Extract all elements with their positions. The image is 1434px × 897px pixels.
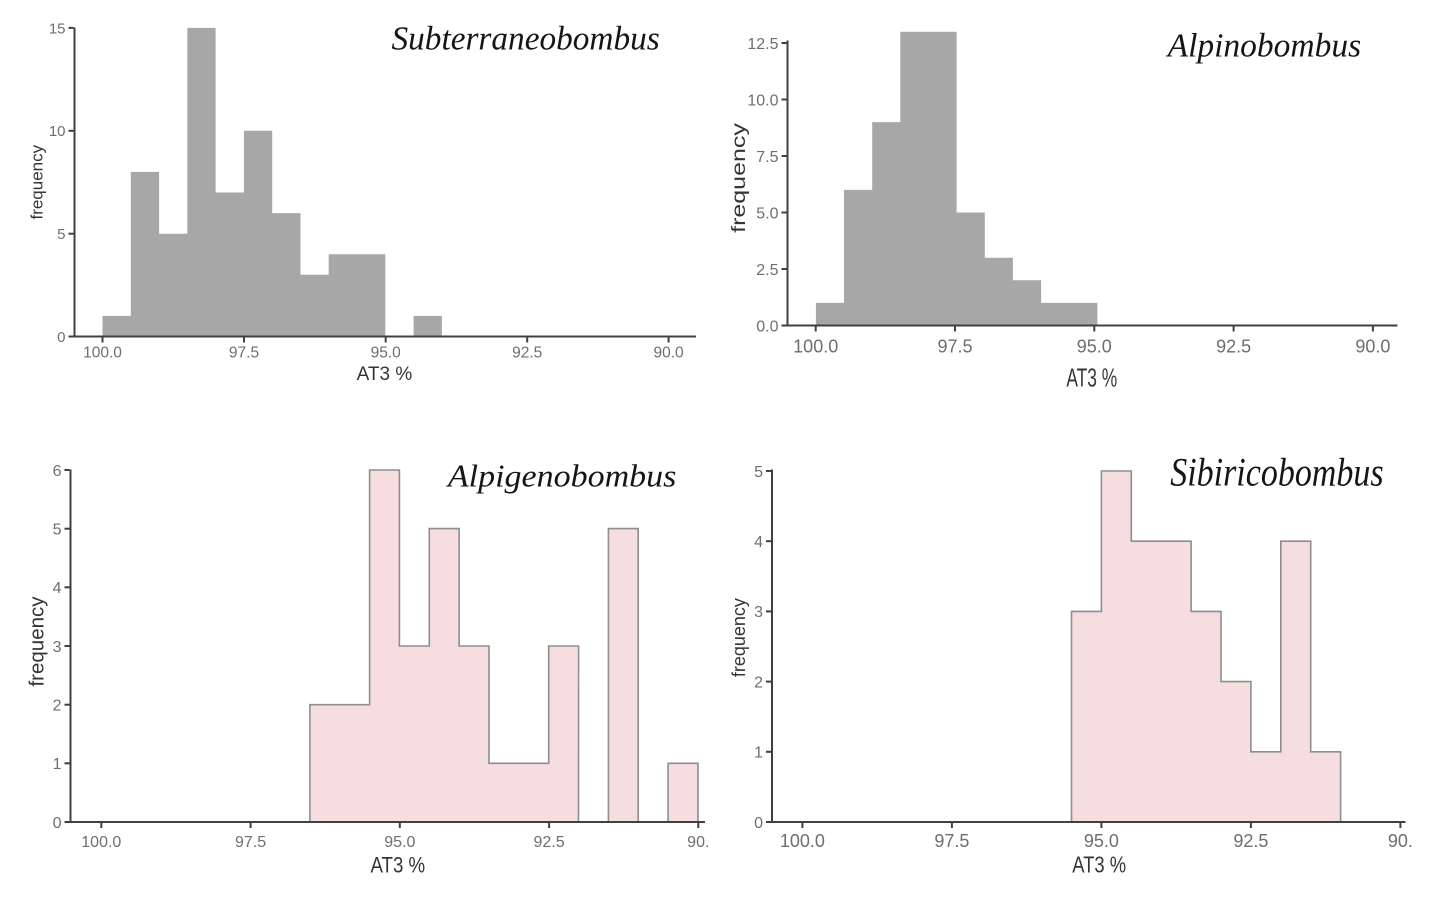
- svg-text:7.5: 7.5: [756, 149, 778, 166]
- svg-text:95.0: 95.0: [371, 345, 402, 362]
- svg-text:frequency: frequency: [729, 598, 749, 677]
- svg-text:frequency: frequency: [26, 596, 49, 687]
- svg-text:100.0: 100.0: [83, 345, 122, 362]
- svg-text:97.5: 97.5: [934, 831, 969, 851]
- svg-text:0.0: 0.0: [756, 318, 778, 335]
- svg-text:92.5: 92.5: [1233, 831, 1268, 851]
- svg-text:frequency: frequency: [28, 144, 47, 219]
- svg-text:5: 5: [754, 464, 763, 481]
- svg-text:4: 4: [53, 580, 62, 597]
- svg-text:15: 15: [49, 20, 66, 37]
- svg-text:1: 1: [53, 756, 62, 773]
- svg-text:Alpinobombus: Alpinobombus: [1166, 28, 1362, 65]
- svg-text:5: 5: [57, 226, 65, 243]
- svg-text:5: 5: [53, 522, 62, 539]
- svg-text:92.5: 92.5: [1216, 337, 1251, 357]
- svg-text:AT3 %: AT3 %: [1072, 852, 1126, 877]
- svg-text:10: 10: [49, 123, 66, 140]
- svg-text:95.0: 95.0: [384, 834, 415, 851]
- svg-text:AT3 %: AT3 %: [357, 364, 413, 385]
- svg-text:10.0: 10.0: [747, 92, 778, 109]
- svg-text:90.0: 90.0: [1355, 337, 1390, 357]
- svg-text:100.0: 100.0: [780, 831, 825, 851]
- svg-text:92.5: 92.5: [534, 834, 565, 851]
- svg-text:97.5: 97.5: [235, 834, 266, 851]
- svg-text:AT3 %: AT3 %: [1066, 363, 1117, 392]
- svg-text:AT3 %: AT3 %: [370, 854, 425, 878]
- svg-text:3: 3: [53, 639, 62, 656]
- svg-text:12.5: 12.5: [747, 36, 778, 53]
- svg-text:97.5: 97.5: [229, 345, 259, 362]
- svg-text:0: 0: [754, 815, 763, 832]
- svg-text:Sibiricobombus: Sibiricobombus: [1170, 451, 1383, 495]
- svg-text:97.5: 97.5: [937, 337, 972, 357]
- svg-text:100.0: 100.0: [793, 337, 838, 357]
- svg-text:6: 6: [53, 463, 62, 480]
- svg-text:0: 0: [57, 329, 65, 346]
- svg-text:90.: 90.: [687, 834, 709, 851]
- svg-text:5.0: 5.0: [756, 205, 778, 222]
- svg-text:4: 4: [754, 534, 763, 551]
- svg-text:Alpigenobombus: Alpigenobombus: [446, 460, 677, 495]
- svg-text:3: 3: [754, 604, 763, 621]
- svg-text:2.5: 2.5: [756, 262, 778, 279]
- svg-text:95.0: 95.0: [1077, 337, 1112, 357]
- svg-text:frequency: frequency: [728, 122, 750, 233]
- svg-text:90.0: 90.0: [654, 345, 685, 362]
- svg-text:92.5: 92.5: [512, 345, 542, 362]
- svg-text:Subterraneobombus: Subterraneobombus: [392, 20, 660, 57]
- svg-text:100.0: 100.0: [81, 834, 121, 851]
- svg-text:0: 0: [53, 815, 62, 832]
- svg-text:1: 1: [754, 745, 763, 762]
- svg-text:2: 2: [53, 698, 62, 715]
- svg-text:95.0: 95.0: [1084, 831, 1119, 851]
- svg-text:2: 2: [754, 674, 763, 691]
- svg-text:90.: 90.: [1388, 831, 1413, 851]
